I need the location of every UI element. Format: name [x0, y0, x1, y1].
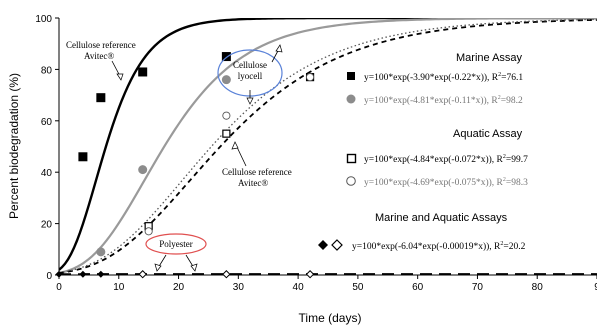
filled-circle-marker-icon [347, 95, 356, 104]
legend-heading-aquatic: Aquatic Assay [453, 128, 523, 140]
open-diamond-point [223, 271, 230, 278]
arrowhead-icon [247, 98, 253, 104]
open-square-point [223, 130, 230, 137]
y-tick-label: 80 [41, 65, 53, 76]
legend-equation: y=100*exp(-6.04*exp(-0.00019*x)), R2=20.… [352, 241, 526, 252]
annotation-cellulose-ref-marine-line1: Cellulose reference [66, 40, 136, 50]
legend-equation: y=100*exp(-4.69*exp(-0.075*x)), R2=98.3 [364, 177, 528, 188]
annotation-cellulose-ref-aquatic-line1: Cellulose reference [222, 167, 292, 177]
y-tick-label: 100 [35, 14, 52, 25]
filled-circle-point [96, 247, 105, 256]
filled-square-point [96, 93, 105, 102]
legend-r2-value: =20.2 [503, 242, 525, 252]
filled-circle-point [222, 75, 231, 84]
x-tick-label: 40 [293, 282, 305, 293]
filled-square-point [78, 152, 87, 161]
open-circle-point [306, 74, 313, 81]
legend-r2-value: =76.1 [501, 73, 523, 83]
filled-diamond-marker-icon [318, 240, 328, 250]
legend-r2-value: =99.7 [506, 155, 528, 165]
open-diamond-point [139, 271, 146, 278]
legend-heading-marine-aquatic: Marine and Aquatic Assays [375, 212, 508, 224]
legend-equation-text: y=100*exp(-4.81*exp(-0.11*x)), R [364, 95, 498, 106]
y-axis-label: Percent biodegradation (%) [7, 73, 21, 219]
legend-equation: y=100*exp(-4.81*exp(-0.11*x)), R2=98.2 [364, 95, 523, 106]
y-tick-label: 20 [41, 220, 53, 231]
open-square-marker-icon [348, 155, 356, 163]
open-diamond-point [307, 271, 314, 278]
legend-entry: y=100*exp(-6.04*exp(-0.00019*x)), R2=20.… [318, 240, 526, 252]
legend: Marine Assay y=100*exp(-3.90*exp(-0.22*x… [318, 52, 528, 252]
legend-entry: y=100*exp(-4.84*exp(-0.072*x)), R2=99.7 [348, 154, 529, 165]
x-tick-label: 70 [472, 282, 484, 293]
legend-equation: y=100*exp(-3.90*exp(-0.22*x)), R2=76.1 [364, 72, 523, 83]
filled-square-point [138, 67, 147, 76]
x-tick-label: 60 [412, 282, 424, 293]
open-circle-point [145, 228, 152, 235]
y-tick-label: 60 [41, 117, 53, 128]
arrowhead-icon [276, 45, 282, 52]
legend-heading-marine: Marine Assay [456, 52, 523, 64]
annotation-cellulose-ref-marine: Cellulose reference Avitec® [66, 40, 136, 80]
legend-equation-text: y=100*exp(-3.90*exp(-0.22*x)), R [364, 72, 499, 83]
arrowhead-icon [232, 142, 238, 149]
y-tick-label: 0 [46, 271, 52, 282]
filled-diamond-point [97, 271, 104, 278]
filled-diamond-point [79, 271, 86, 278]
open-circle-marker-icon [347, 177, 356, 186]
legend-entry: y=100*exp(-4.81*exp(-0.11*x)), R2=98.2 [347, 95, 523, 107]
x-tick-label: 20 [173, 282, 185, 293]
annotation-polyester: Polyester [146, 234, 206, 271]
x-axis-label: Time (days) [299, 311, 362, 325]
legend-r2-value: =98.3 [506, 178, 528, 188]
annotation-cellulose-lyocell-line2: lyocell [238, 71, 263, 81]
legend-equation-text: y=100*exp(-6.04*exp(-0.00019*x)), R [352, 241, 501, 252]
open-diamond-marker-icon [332, 240, 342, 250]
open-circle-point [223, 112, 230, 119]
annotation-cellulose-ref-aquatic: Cellulose reference Avitec® [222, 142, 292, 188]
annotation-cellulose-ref-marine-line2: Avitec® [84, 51, 114, 61]
x-tick-label: 50 [352, 282, 364, 293]
y-tick-label: 40 [41, 168, 53, 179]
legend-equation-text: y=100*exp(-4.84*exp(-0.072*x)), R [364, 154, 504, 165]
x-tick-label: 30 [233, 282, 245, 293]
annotation-cellulose-ref-aquatic-line2: Avitec® [238, 178, 268, 188]
legend-r2-value: =98.2 [501, 96, 523, 106]
legend-equation: y=100*exp(-4.84*exp(-0.072*x)), R2=99.7 [364, 154, 528, 165]
legend-equation-text: y=100*exp(-4.69*exp(-0.075*x)), R [364, 177, 504, 188]
legend-entry: y=100*exp(-4.69*exp(-0.075*x)), R2=98.3 [347, 177, 528, 188]
arrowhead-icon [117, 74, 123, 80]
x-tick-label: 10 [113, 282, 125, 293]
legend-entry: y=100*exp(-3.90*exp(-0.22*x)), R2=76.1 [347, 72, 523, 83]
annotation-polyester-label: Polyester [159, 239, 193, 249]
x-tick-label: 80 [532, 282, 544, 293]
filled-circle-point [138, 165, 147, 174]
x-tick-label: 0 [56, 282, 62, 293]
annotation-cellulose-lyocell-line1: Cellulose [233, 60, 267, 70]
filled-square-marker-icon [347, 72, 355, 80]
